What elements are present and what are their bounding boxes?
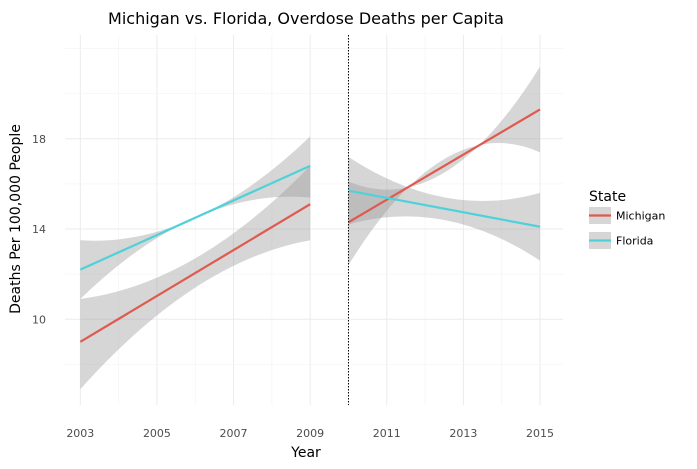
x-tick-label: 2013 bbox=[449, 427, 477, 440]
y-tick-labels: 10 14 18 bbox=[32, 133, 46, 326]
legend: State Michigan Florida bbox=[589, 189, 665, 249]
x-tick-label: 2015 bbox=[526, 427, 554, 440]
legend-label: Michigan bbox=[616, 210, 665, 223]
x-axis-title: Year bbox=[290, 445, 321, 461]
y-axis-title: Deaths Per 100,000 People bbox=[8, 124, 24, 314]
y-tick-label: 14 bbox=[32, 223, 46, 236]
legend-title: State bbox=[589, 189, 626, 205]
series-line-michigan-2 bbox=[347, 108, 541, 224]
series-line-michigan-1 bbox=[79, 203, 311, 343]
chart-title: Michigan vs. Florida, Overdose Deaths pe… bbox=[108, 9, 504, 28]
x-tick-label: 2003 bbox=[66, 427, 94, 440]
legend-label: Florida bbox=[616, 235, 653, 248]
x-tick-label: 2005 bbox=[143, 427, 171, 440]
x-tick-label: 2009 bbox=[296, 427, 324, 440]
x-tick-label: 2007 bbox=[220, 427, 248, 440]
y-tick-label: 10 bbox=[32, 313, 46, 326]
ci-band-michigan-1 bbox=[80, 165, 311, 390]
x-tick-labels: 2003 2005 2007 2009 2011 2013 2015 bbox=[66, 427, 554, 440]
grid bbox=[65, 35, 563, 405]
series-lines bbox=[79, 108, 541, 343]
legend-items: Michigan Florida bbox=[589, 207, 665, 249]
series-line-florida-2 bbox=[348, 189, 541, 228]
y-tick-label: 18 bbox=[32, 133, 46, 146]
series-line-florida-1 bbox=[79, 164, 311, 271]
x-tick-label: 2011 bbox=[373, 427, 401, 440]
